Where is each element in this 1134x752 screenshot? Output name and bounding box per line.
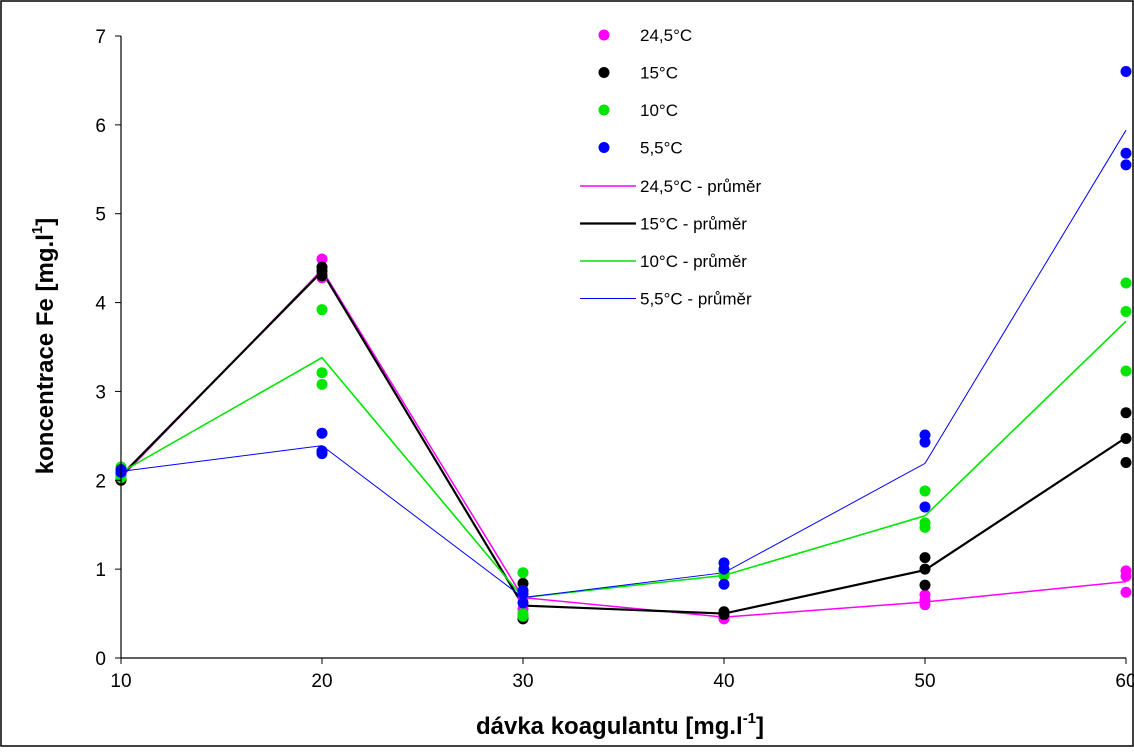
legend-item-5-5c: 5,5°C <box>598 139 683 158</box>
legend-marker <box>598 104 610 116</box>
point-24-5c <box>1120 565 1132 577</box>
point-10c <box>316 304 328 316</box>
legend-marker <box>598 142 610 153</box>
point-10c <box>1120 305 1132 317</box>
legend-item-24-5c: 24,5°C <box>598 26 692 45</box>
legend-label: 15°C - průměr <box>640 215 747 234</box>
x-tick-label: 20 <box>311 671 332 692</box>
point-5-5c <box>316 448 328 460</box>
x-tick-label: 10 <box>110 671 131 692</box>
point-5-5c <box>1120 159 1132 171</box>
point-15c <box>919 579 931 591</box>
legend-item-10c-pr-m-r: 10°C - průměr <box>580 252 747 271</box>
point-10c <box>316 367 328 379</box>
y-tick-label: 2 <box>95 471 106 492</box>
point-5-5c <box>919 501 931 513</box>
y-axis-title: koncentrace Fe [mg.l1] <box>29 218 59 474</box>
legend-marker <box>598 67 610 78</box>
point-10c <box>1120 365 1132 377</box>
point-15c <box>1120 433 1132 445</box>
x-tick-label: 40 <box>713 671 734 692</box>
point-5-5c <box>1120 147 1132 159</box>
y-tick-label: 7 <box>95 27 106 48</box>
point-10c <box>919 485 931 497</box>
point-5-5c <box>517 584 529 596</box>
average-lines-layer <box>120 129 1127 618</box>
point-5-5c <box>718 578 730 590</box>
point-5-5c <box>517 597 529 609</box>
legend-label: 5,5°C - průměr <box>640 290 752 309</box>
point-15c <box>919 552 931 564</box>
x-tick-label: 60 <box>1115 671 1134 692</box>
point-15c <box>919 563 931 575</box>
legend-label: 24,5°C <box>640 26 692 45</box>
legend-label: 10°C <box>640 101 678 120</box>
point-15c <box>1120 407 1132 419</box>
data-points-layer <box>115 66 1132 625</box>
legend-item-24-5c-pr-m-r: 24,5°C - průměr <box>580 177 761 196</box>
point-15c <box>1120 457 1132 469</box>
point-15c <box>316 261 328 273</box>
legend-label: 15°C <box>640 64 678 83</box>
point-24-5c <box>1120 586 1132 598</box>
point-24-5c <box>316 253 328 265</box>
point-24-5c <box>919 589 931 601</box>
point-5-5c <box>316 427 328 439</box>
y-tick-label: 0 <box>95 649 106 670</box>
point-10c <box>919 521 931 533</box>
legend-item-15c: 15°C <box>598 64 678 83</box>
point-10c <box>1120 277 1132 289</box>
legend-label: 5,5°C <box>640 139 683 158</box>
y-tick-label: 4 <box>95 294 106 315</box>
x-tick-label: 30 <box>512 671 533 692</box>
legend-item-10c: 10°C <box>598 101 678 120</box>
line-5-5c-pr-m-r <box>120 129 1127 599</box>
point-5-5c <box>718 563 730 575</box>
legend: 24,5°C 15°C 10°C 5,5°C 24,5°C - průměr 15°C -… <box>580 26 761 309</box>
legend-item-15c-pr-m-r: 15°C - průměr <box>580 215 747 234</box>
legend-label: 10°C - průměr <box>640 252 747 271</box>
point-5-5c <box>919 436 931 448</box>
y-tick-label: 6 <box>95 116 106 137</box>
legend-label: 24,5°C - průměr <box>640 177 761 196</box>
point-5-5c <box>1120 66 1132 78</box>
y-tick-label: 1 <box>95 560 106 581</box>
point-10c <box>517 567 529 579</box>
line-15c-pr-m-r <box>120 269 1127 615</box>
x-axis-title: dávka koagulantu [mg.l-1] <box>476 710 764 740</box>
line-10c-pr-m-r <box>120 320 1127 599</box>
axes-layer: 0 1 2 3 4 5 6 7 10 20 30 40 50 60 <box>95 27 1134 692</box>
legend-marker <box>598 29 610 41</box>
legend-item-5-5c-pr-m-r: 5,5°C - průměr <box>580 290 752 309</box>
point-10c <box>316 378 328 390</box>
x-tick-label: 50 <box>914 671 935 692</box>
y-tick-label: 3 <box>95 382 106 403</box>
point-10c <box>517 608 529 620</box>
y-tick-label: 5 <box>95 205 106 226</box>
point-15c <box>718 606 730 618</box>
